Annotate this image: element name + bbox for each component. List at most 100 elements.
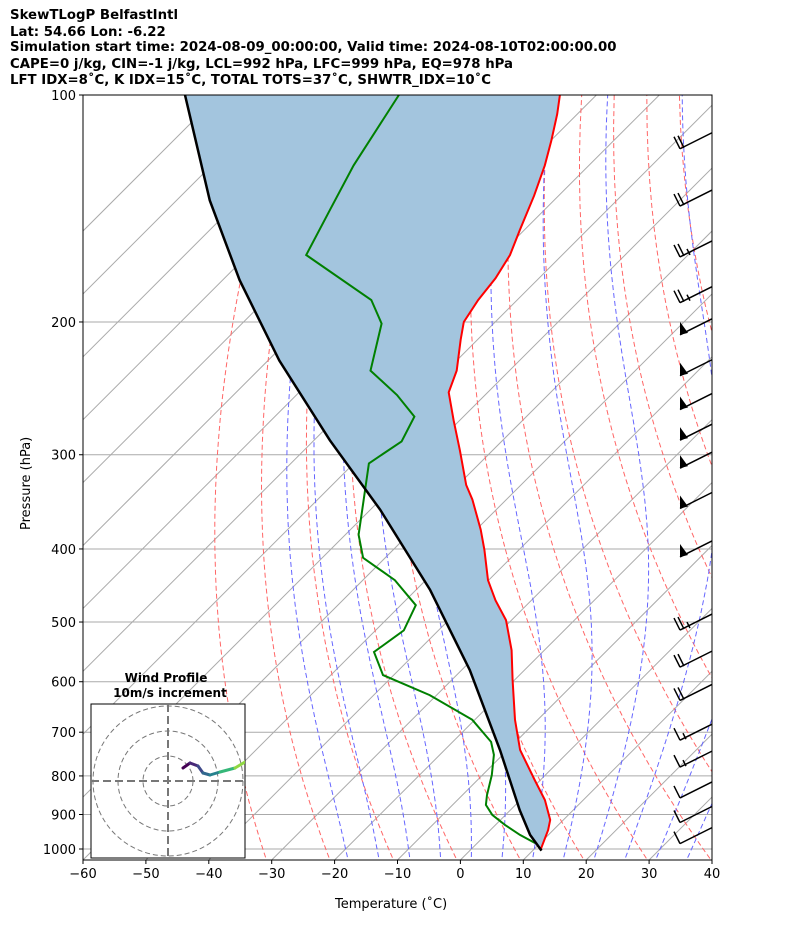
y-tick-label: 700 [51,726,76,741]
wind-barb [673,723,713,741]
wind-barb [679,491,713,510]
x-tick-label: −10 [384,867,411,882]
x-tick-label: −50 [132,867,159,882]
barb-full [673,785,681,799]
barb-full [677,653,685,667]
y-tick-label: 900 [51,808,76,823]
wind-barb [673,750,713,768]
x-tick-label: 30 [641,867,658,882]
y-axis-label: Pressure (hPa) [19,437,34,530]
indices-line-2: LFT IDX=8˚C, K IDX=15˚C, TOTAL TOTS=37˚C… [10,73,492,88]
barb-staff [679,613,713,631]
dry-adiabat-line [543,95,712,773]
wind-barb [679,318,713,336]
barb-full [673,193,681,207]
isotherm-line [83,104,712,735]
barb-full [673,727,681,741]
x-tick-label: −20 [321,867,348,882]
wind-barb [679,423,713,441]
dry-adiabat-line [469,95,649,860]
moist-adiabat-line [624,95,712,860]
barb-staff [679,286,713,304]
indices-line-1: CAPE=0 j/kg, CIN=-1 j/kg, LCL=992 hPa, L… [10,57,514,72]
hodograph-inset: Wind Profile 10m/s increment [90,671,246,859]
y-tick-label: 800 [51,770,76,785]
isotherm-line [83,95,660,673]
dry-adiabat-line [613,95,712,579]
dry-adiabat-line [579,95,712,679]
x-tick-label: −30 [258,867,285,882]
wind-barb [673,826,713,845]
barb-full [673,617,681,631]
dry-adiabat-line [711,95,712,104]
isotherm-line [711,859,712,860]
moist-adiabat-line [542,95,593,860]
isotherm-line [334,481,712,860]
hodograph-subtitle: 10m/s increment [113,686,227,700]
dry-adiabat-line [507,95,712,860]
isotherm-line [145,293,712,860]
wind-barb [673,683,713,702]
isotherm-line [522,670,712,860]
time-label: Simulation start time: 2024-08-09_00:00:… [10,40,617,55]
y-tick-label: 500 [51,616,76,631]
barb-full [677,192,685,206]
barb-half [686,248,691,256]
hodograph-segment [233,760,245,770]
x-axis-label: Temperature (˚C) [334,896,447,912]
wind-barb [679,540,713,558]
x-tick-label: 0 [456,867,464,882]
barb-staff [679,650,713,668]
dry-adiabat-line [777,95,794,865]
barb-flag [680,396,688,410]
barb-flag [680,455,688,469]
profiles [183,95,561,852]
wind-barb [673,805,713,824]
wind-barb [673,189,713,207]
wind-barb [673,132,713,150]
y-tick-label: 300 [51,449,76,464]
isotherm-line [271,418,712,860]
dry-adiabat-line [646,95,712,468]
barb-staff [679,240,713,258]
barb-full [673,290,681,304]
moist-adiabat-line [747,95,794,865]
wind-barb [679,392,713,411]
moist-adiabat-line [593,95,650,860]
barb-full [677,687,685,700]
barb-full [673,244,681,258]
barb-half [686,294,691,302]
y-tick-label: 100 [51,89,76,104]
barb-full [673,831,681,844]
hodograph-plot [91,704,245,858]
isotherm-line [83,95,283,295]
hodograph-segment [208,770,222,777]
parcel-line [183,95,543,852]
y-tick-label: 1000 [43,843,76,858]
y-tick-label: 600 [51,676,76,691]
isotherm-line [460,607,712,860]
barb-full [677,616,685,630]
isotherm-line [83,95,220,232]
hodograph-title: Wind Profile [125,671,208,685]
barb-full [673,688,681,701]
isotherm-line [585,733,712,860]
location-label: Lat: 54.66 Lon: -6.22 [10,25,166,40]
moist-adiabat-line [655,717,712,860]
dry-adiabat-line [745,95,794,865]
wind-barb [673,613,713,631]
barb-flag [680,362,688,376]
x-tick-label: 20 [578,867,595,882]
dewpoint-line [304,95,536,844]
barb-flag [680,427,688,441]
y-tick-label: 400 [51,543,76,558]
x-tick-label: −60 [69,867,96,882]
x-tick-label: 10 [515,867,532,882]
wind-barb [679,359,713,377]
barb-staff [679,683,713,702]
barb-flag [680,495,688,509]
barb-flag [680,543,688,557]
barb-flag [680,321,688,335]
barb-staff [679,805,713,824]
